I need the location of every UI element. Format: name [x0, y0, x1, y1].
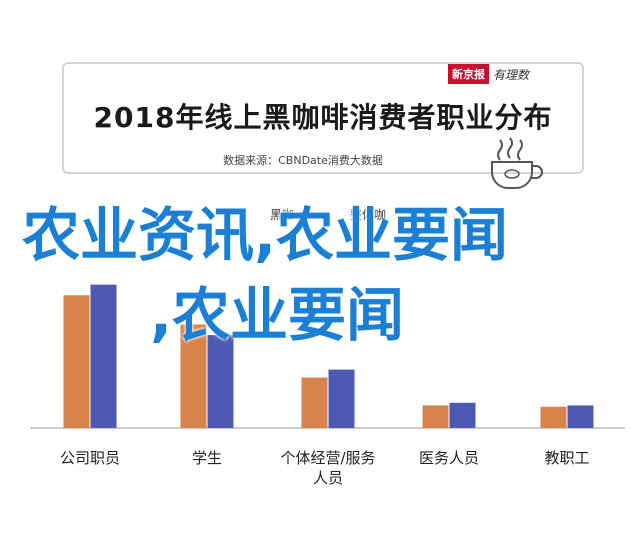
chart-title: 2018年线上黑咖啡消费者职业分布: [93, 101, 553, 134]
category-label-4: 教职工: [544, 449, 589, 467]
bar-series1-3: [422, 405, 449, 428]
data-source: 数据来源：CBNDate消费大数据: [223, 154, 383, 167]
bar-series1-0: [63, 295, 90, 428]
bar-series2-4: [567, 405, 594, 428]
bar-series2-2: [328, 369, 355, 428]
category-label-2-1: 人员: [313, 469, 343, 487]
bar-series1-1: [180, 324, 207, 428]
category-label-3: 医务人员: [419, 449, 479, 467]
category-label-1: 学生: [192, 449, 222, 467]
chart-header-box: 2018年线上黑咖啡消费者职业分布 数据来源：CBNDate消费大数据: [62, 62, 584, 174]
bar-series1-4: [540, 406, 567, 428]
category-label-2-0: 个体经营/服务: [280, 449, 375, 467]
occluded-legend-right: 整体咖: [350, 208, 387, 222]
overlay-headline: 农业资讯,农业要闻: [22, 201, 509, 269]
brand-name: 新京报: [448, 64, 489, 84]
brand-sub: 有理数: [493, 67, 530, 82]
overlay-subheadline: ,农业要闻: [150, 281, 405, 349]
category-label-0: 公司职员: [60, 449, 120, 467]
bar-series1-2: [301, 377, 328, 428]
bar-series2-3: [449, 402, 476, 428]
coffee-cup-icon: [491, 137, 543, 189]
occluded-legend-left: 黑咖: [270, 208, 295, 222]
bar-series2-1: [207, 335, 234, 428]
brand-logo: 新京报 有理数: [448, 64, 529, 84]
bar-series2-0: [90, 284, 117, 428]
